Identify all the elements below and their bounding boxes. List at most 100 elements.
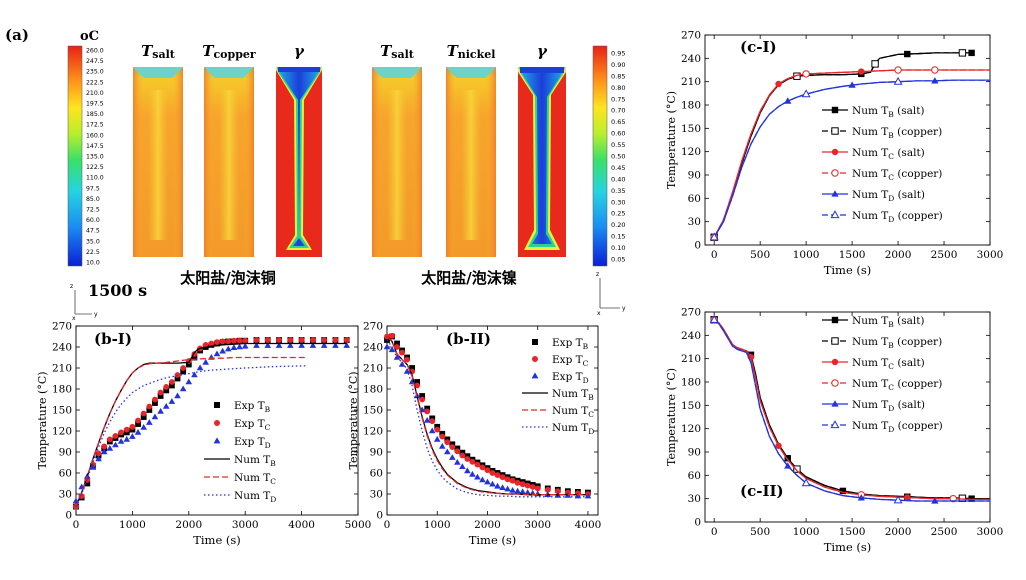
- data-point: [474, 473, 481, 480]
- data-point: [106, 445, 114, 451]
- legend: Exp TB Exp TC Exp TD Num TB Num TC Num TD: [204, 400, 276, 504]
- data-point: [529, 484, 536, 490]
- left-colorbar-tick: 35.0: [86, 238, 100, 245]
- x-axis-label: Time (s): [193, 533, 241, 547]
- contour-tsalt-copper: [133, 67, 183, 257]
- data-point: [230, 344, 238, 350]
- left-colorbar-tick: 147.5: [86, 143, 104, 150]
- data-point: [519, 481, 526, 488]
- x-tick-label: 3000: [977, 249, 1004, 261]
- data-point: [276, 337, 282, 343]
- y-tick-label: 120: [52, 426, 72, 438]
- x-tick-label: 2000: [474, 519, 501, 531]
- data-point: [152, 400, 158, 406]
- data-point: [459, 452, 466, 459]
- data-point: [449, 454, 456, 460]
- data-point: [253, 337, 260, 343]
- legend-item: Exp TD: [213, 436, 271, 450]
- y-tick-label: 240: [363, 342, 383, 354]
- legend: Exp TB Exp TC Exp TD Num TB Num TC Num TD: [522, 337, 594, 436]
- legend-item: Num TB: [204, 454, 276, 468]
- data-point: [409, 365, 416, 371]
- left-colorbar: [67, 45, 83, 267]
- data-point: [904, 50, 911, 58]
- y-tick-label: 270: [363, 321, 383, 333]
- data-point: [134, 428, 142, 435]
- data-point: [433, 435, 441, 442]
- data-point: [429, 418, 436, 425]
- svg-text:z: z: [70, 283, 73, 290]
- svg-text:x: x: [597, 310, 601, 317]
- data-point: [454, 459, 461, 465]
- data-point: [394, 340, 400, 347]
- series-line: [713, 69, 990, 238]
- right-colorbar-tick: 0.25: [611, 210, 625, 218]
- series-exp-t-c: [384, 332, 591, 497]
- left-colorbar-tick: 160.0: [86, 132, 104, 139]
- data-point: [830, 420, 840, 429]
- data-point: [469, 458, 476, 465]
- right-colorbar-tick: 0.40: [611, 175, 625, 183]
- right-colorbar-tick: 0.45: [611, 164, 625, 172]
- y-tick-label: 120: [681, 146, 701, 158]
- left-colorbar-tick: 122.5: [86, 164, 104, 171]
- data-point: [135, 421, 141, 427]
- data-point: [389, 332, 395, 339]
- data-point: [830, 210, 840, 219]
- data-point: [383, 343, 391, 350]
- left-colorbar-ticks: 260.0 247.5 235.0 222.5 210.0 197.5 185.0 172.5…: [86, 48, 104, 267]
- data-point: [801, 478, 811, 487]
- data-point: [118, 429, 125, 436]
- series-exp-t-d: [72, 342, 351, 504]
- data-point: [534, 485, 541, 492]
- legend-item: Exp TC: [214, 418, 271, 432]
- data-point: [196, 364, 204, 371]
- legend-item: Exp TB: [214, 400, 271, 414]
- legend-label: Num TC (copper): [852, 168, 942, 182]
- data-point: [464, 456, 471, 462]
- right-colorbar-tick: 0.60: [611, 130, 625, 138]
- legend-label: Num TD: [234, 490, 276, 504]
- x-tick-label: 3000: [524, 519, 551, 531]
- data-point: [106, 436, 113, 443]
- data-point: [459, 463, 466, 469]
- left-colorbar-tick: 235.0: [86, 69, 104, 76]
- y-tick-label: 60: [688, 193, 701, 205]
- legend-label: Num TB (salt): [852, 105, 925, 119]
- data-point: [298, 342, 305, 348]
- data-point: [848, 81, 856, 88]
- data-point: [101, 443, 108, 450]
- y-tick-label: 120: [363, 426, 383, 438]
- legend-label: Num TB (salt): [852, 315, 925, 329]
- data-point: [117, 438, 125, 444]
- y-axis-label: Temperature (°C): [347, 371, 360, 469]
- x-tick-label: 0: [711, 249, 718, 261]
- series-num-t-d-copper: [709, 76, 990, 241]
- data-point: [275, 342, 283, 348]
- series-exp-t-b: [73, 337, 350, 510]
- series-num-t-b-salt: [710, 316, 990, 502]
- contour-tcopper-copper: [204, 67, 254, 257]
- caption-nickel: 太阳盐/泡沫镍: [421, 269, 516, 287]
- data-point: [236, 337, 243, 344]
- data-point: [831, 337, 839, 345]
- data-point: [419, 396, 426, 403]
- data-point: [438, 442, 446, 449]
- data-point: [831, 169, 839, 177]
- left-colorbar-tick: 10.0: [86, 260, 100, 267]
- legend-item: Num TB (copper): [822, 336, 942, 350]
- left-colorbar-tick: 97.5: [86, 185, 100, 192]
- left-colorbar-tick: 85.0: [86, 196, 100, 203]
- data-point: [532, 339, 538, 345]
- legend-item: Exp TC: [532, 354, 589, 368]
- data-point: [871, 60, 879, 68]
- data-point: [332, 342, 339, 348]
- legend-label: Exp TC: [234, 418, 271, 432]
- series-line: [75, 342, 347, 507]
- series-num-t-d-salt: [710, 315, 990, 504]
- y-tick-label: 210: [52, 363, 72, 375]
- legend-item: Num TD (copper): [822, 420, 943, 434]
- series-num-t-c-salt: [710, 66, 990, 241]
- chart-title: (c-II): [740, 482, 784, 500]
- legend-label: Exp TC: [552, 354, 589, 368]
